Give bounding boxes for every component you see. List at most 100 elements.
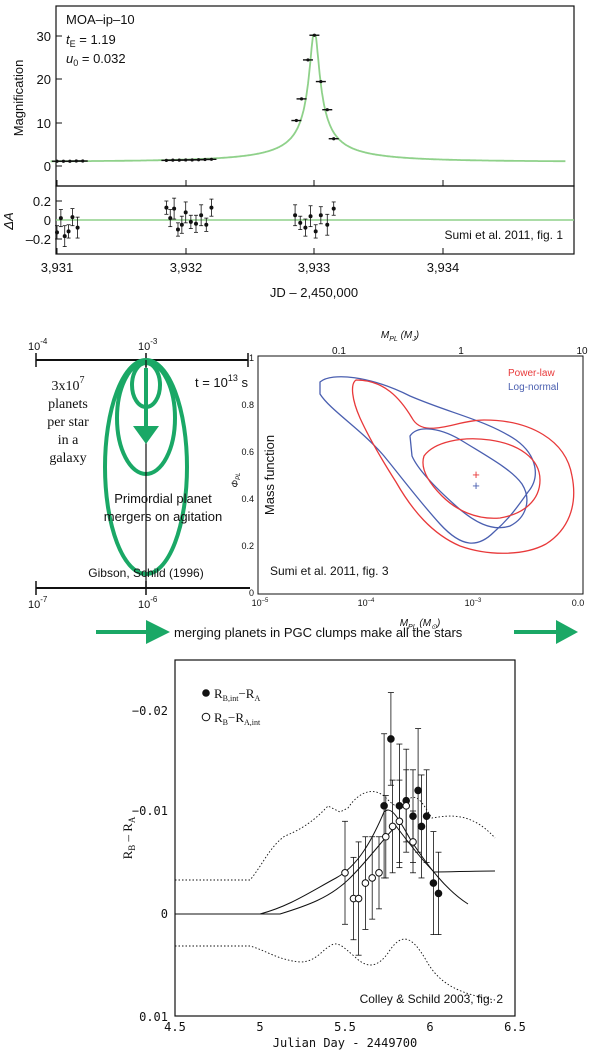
rtick-0: 0 [44,213,51,228]
lightcurve-credit: Sumi et al. 2011, fig. 1 [444,228,563,242]
schematic-top-tick-2: 10-3 [138,337,158,353]
rytick-0: 0 [161,907,168,921]
open-point [375,836,383,910]
legend-filled-label: RB,int−RA [214,686,260,703]
mytick-0.8: 0.8 [241,400,254,410]
filled-points [380,692,443,935]
rytick--0.02: −0.02 [132,704,168,718]
filled-point [380,733,388,879]
filled-point [434,851,443,935]
lightcurve-xlabel: JD – 2,450,000 [270,285,358,300]
open-point [368,836,377,920]
mass-xlabel: MPL (M⊙) [400,618,441,631]
rb-ra-xlabel: Julian Day - 2449700 [273,1036,418,1050]
upper-dotted-envelope [175,791,496,881]
mass-xticks: 10–5 10–4 10–3 0.0 [252,598,585,608]
mxtick-last: 0.0 [572,598,585,608]
ytick-20: 20 [37,72,51,87]
mass-function-credit: Sumi et al. 2011, fig. 3 [270,564,389,578]
legend-filled-marker [202,689,210,697]
event-te: tE = 1.19 [66,32,116,49]
mxtick-1e-4: 10–4 [358,598,375,608]
lightcurve-point [315,79,326,84]
legend-open-marker [201,712,211,722]
residual-point [70,208,75,227]
planet-count-line-2: per star [47,415,89,430]
legend-open-label: RB−RA,int [214,710,261,727]
left-arrow-head [146,620,170,644]
open-point [382,795,390,879]
lognormal-bestfit-marker: + [472,478,480,493]
residual-point [168,209,173,228]
rb-ra-credit: Colley & Schild 2003, fig. 2 [360,992,504,1006]
filled-point [414,728,422,853]
lightcurve-point [309,33,320,37]
residual-point [193,214,198,233]
rxtick-4.5: 4.5 [164,1020,186,1034]
residual-points [55,197,336,248]
mytick-0.2: 0.2 [241,541,254,551]
magnification-model-curve [50,34,566,163]
residual-ylabel: ΔA [1,212,16,230]
mass-function-ylabel: Mass function [262,435,277,515]
residual-point [164,200,169,215]
rxtick-5: 5 [256,1020,263,1034]
mxtick-1e-5: 10–5 [252,598,269,608]
residual-point [293,204,298,227]
residual-point [188,214,193,229]
mass-top-tick-0.1: 0.1 [332,346,346,357]
model-curve-b [175,825,496,915]
residual-point [172,197,177,220]
open-point [354,841,363,956]
residual-point [55,225,59,240]
rtick-0.2: 0.2 [33,194,51,209]
powerlaw-bestfit-marker: + [472,467,480,482]
mass-function-panel: MPL (MJ) 0.1 1 10 0 0.2 0.4 0.6 0.8 1 Ma… [230,330,588,631]
rytick--0.01: −0.01 [132,804,168,818]
lightcurve-points [52,33,339,163]
residual-point [325,213,330,236]
residual-point [331,201,336,216]
residual-point [308,205,313,228]
planet-count-line-3: in a [58,433,79,448]
rb-ra-frame [174,659,516,1017]
lower-dotted-envelope [175,938,496,1001]
residual-point [58,209,63,228]
filled-point [429,831,438,935]
filled-point [387,692,395,786]
rtick--0.2: –0.2 [26,232,51,247]
merging-arrow-band: merging planets in PGC clumps make all t… [96,620,578,644]
open-point [361,836,370,930]
mass-top-axis-label: MPL (MJ) [381,330,419,343]
planet-count-line-4: galaxy [49,451,86,466]
event-name: MOA–ip–10 [66,12,135,27]
ytick-10: 10 [37,116,51,131]
rxtick-6.5: 6.5 [504,1020,526,1034]
ytick-0: 0 [44,159,51,174]
merging-caption: merging planets in PGC clumps make all t… [174,625,463,640]
open-point [388,779,397,874]
filled-point [422,769,431,863]
lightcurve-point [291,118,302,123]
residual-point [313,224,318,239]
model-curve-a [175,809,469,915]
lightcurve-panel: 0 10 20 30 Magnification MOA–ip–10 tE = … [1,5,575,300]
right-arrow-head [556,620,578,644]
rb-ra-yticks: −0.02 −0.01 0 0.01 [132,704,168,1024]
residual-point [75,216,80,239]
lightcurve-point [322,108,333,112]
residual-point [318,206,323,225]
lognormal-outer-contour [319,376,536,544]
lightcurve-point [77,159,88,163]
lightcurve-frame [55,5,575,187]
time-label: t = 1013 s [195,373,249,390]
lightcurve-xticks: 3,931 3,932 3,933 3,934 [41,180,459,275]
legend-lognormal: Log-normal [508,382,559,393]
schematic-bottom-tick-2: 10-6 [138,595,158,611]
planet-count: 3x107 [52,375,85,394]
ytick-30: 30 [37,29,51,44]
residual-point [199,204,204,227]
mytick-0.4: 0.4 [241,494,254,504]
merger-text-1: Primordial planet [114,491,212,506]
mass-yticks: 0 0.2 0.4 0.6 0.8 1 [241,353,254,598]
